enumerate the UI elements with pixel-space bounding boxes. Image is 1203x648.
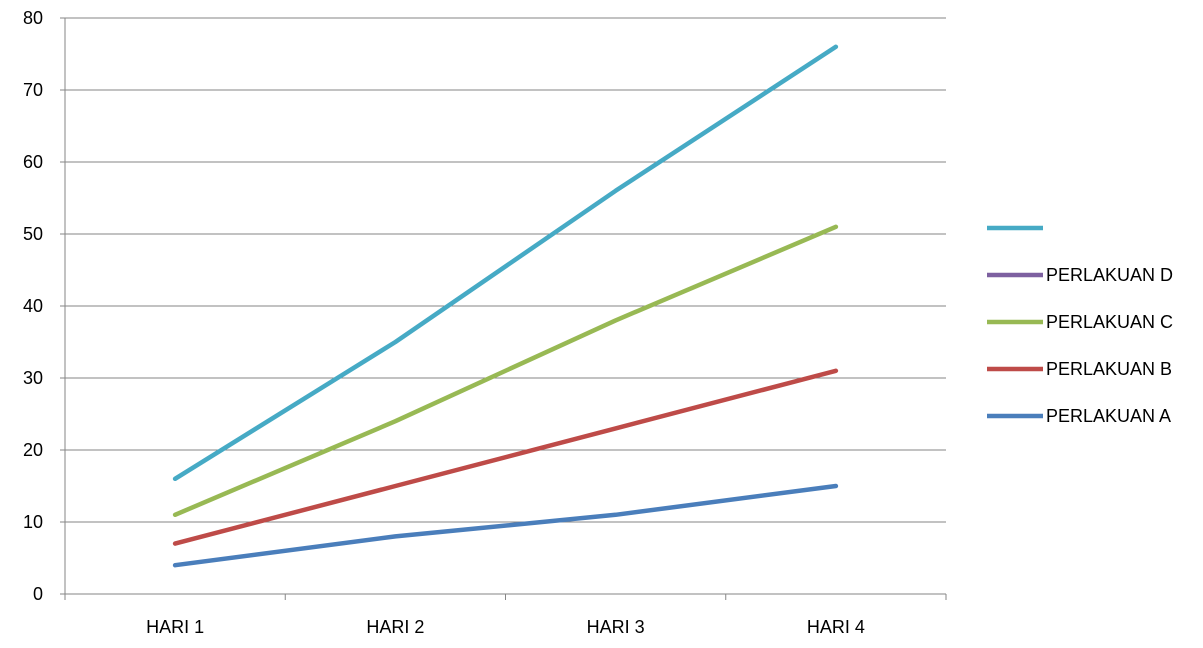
- legend-label: PERLAKUAN D: [1046, 265, 1173, 285]
- series-line: [172, 483, 839, 568]
- y-tick-label: 20: [23, 440, 43, 460]
- legend: PERLAKUAN D PERLAKUAN C PERLAKUAN B PERLAKU…: [987, 225, 1173, 426]
- x-tick-label: HARI 3: [587, 617, 645, 637]
- series-line: [172, 368, 839, 546]
- y-tick-label: 30: [23, 368, 43, 388]
- series-lines: [172, 44, 839, 568]
- y-tick-label: 80: [23, 8, 43, 28]
- y-tick-label: 10: [23, 512, 43, 532]
- y-tick-label: 70: [23, 80, 43, 100]
- y-tick-label: 0: [33, 584, 43, 604]
- legend-label: PERLAKUAN B: [1046, 359, 1172, 379]
- series-line: [172, 44, 839, 482]
- series-line: [172, 224, 839, 518]
- legend-label: PERLAKUAN C: [1046, 312, 1173, 332]
- legend-label: PERLAKUAN A: [1046, 406, 1171, 426]
- gridlines: [65, 17, 946, 523]
- y-tick-label: 60: [23, 152, 43, 172]
- x-tick-label: HARI 4: [807, 617, 865, 637]
- y-tick-label: 40: [23, 296, 43, 316]
- x-tick-label: HARI 2: [366, 617, 424, 637]
- y-tick-label: 50: [23, 224, 43, 244]
- axes: 0 10 20 30 40 50 60 70 80 HARI 1 HARI 2 HARI 3 HARI …: [23, 8, 947, 637]
- x-tick-label: HARI 1: [146, 617, 204, 637]
